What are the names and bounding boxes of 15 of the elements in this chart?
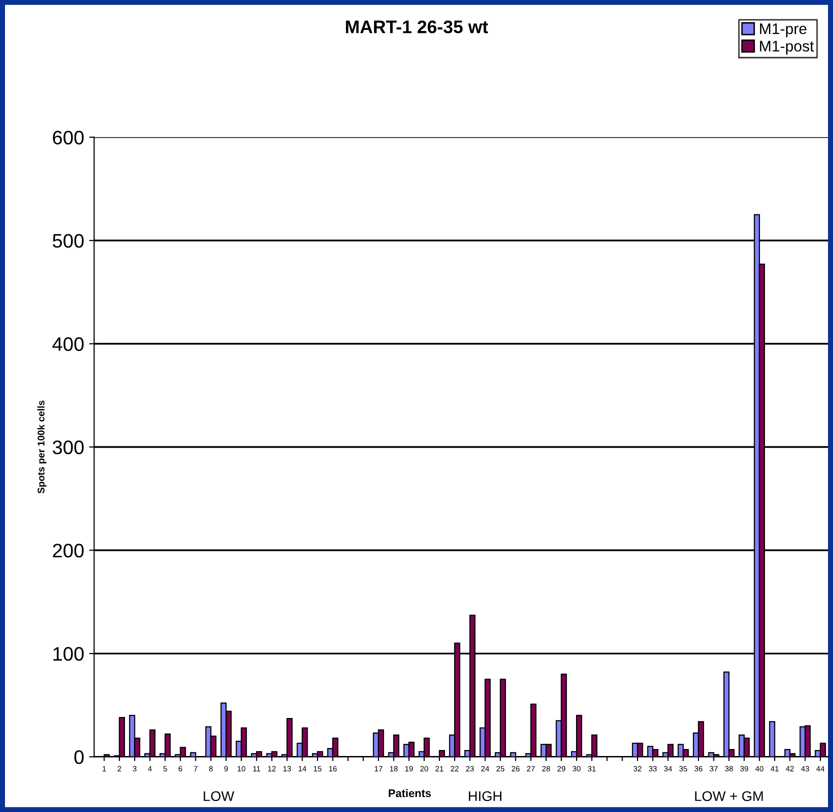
text: HIGH xyxy=(468,791,502,802)
y-tick-label: 500 xyxy=(52,234,84,248)
text: LOW + GM xyxy=(695,791,763,802)
y-tick-label: 100 xyxy=(53,646,84,661)
y-tick-label: 600 xyxy=(52,130,84,144)
text: LOW xyxy=(204,791,234,802)
y-tick-label: 200 xyxy=(52,544,84,558)
y-tick-label: 400 xyxy=(52,337,84,351)
y-axis-title: Spots per 100k cells xyxy=(37,400,46,494)
legend-label: M1-pre xyxy=(760,24,807,38)
y-tick-label: 300 xyxy=(52,440,84,454)
y-tick-label: 0 xyxy=(74,750,84,764)
chart-title: MART-1 26-35 wt xyxy=(346,20,488,34)
x-axis-title: Patients xyxy=(388,789,431,798)
legend-label: M1-post xyxy=(760,40,814,55)
